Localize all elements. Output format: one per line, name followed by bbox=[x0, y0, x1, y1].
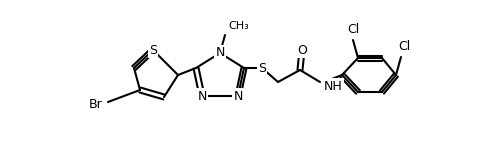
Text: NH: NH bbox=[324, 80, 343, 93]
Text: Cl: Cl bbox=[347, 23, 359, 36]
Text: Cl: Cl bbox=[398, 40, 410, 53]
Text: S: S bbox=[258, 61, 266, 74]
Text: S: S bbox=[149, 44, 157, 57]
Text: O: O bbox=[297, 44, 307, 57]
Text: N: N bbox=[215, 46, 225, 60]
Text: CH₃: CH₃ bbox=[228, 21, 249, 31]
Text: Br: Br bbox=[88, 98, 102, 111]
Text: N: N bbox=[233, 89, 243, 102]
Text: N: N bbox=[197, 89, 207, 102]
